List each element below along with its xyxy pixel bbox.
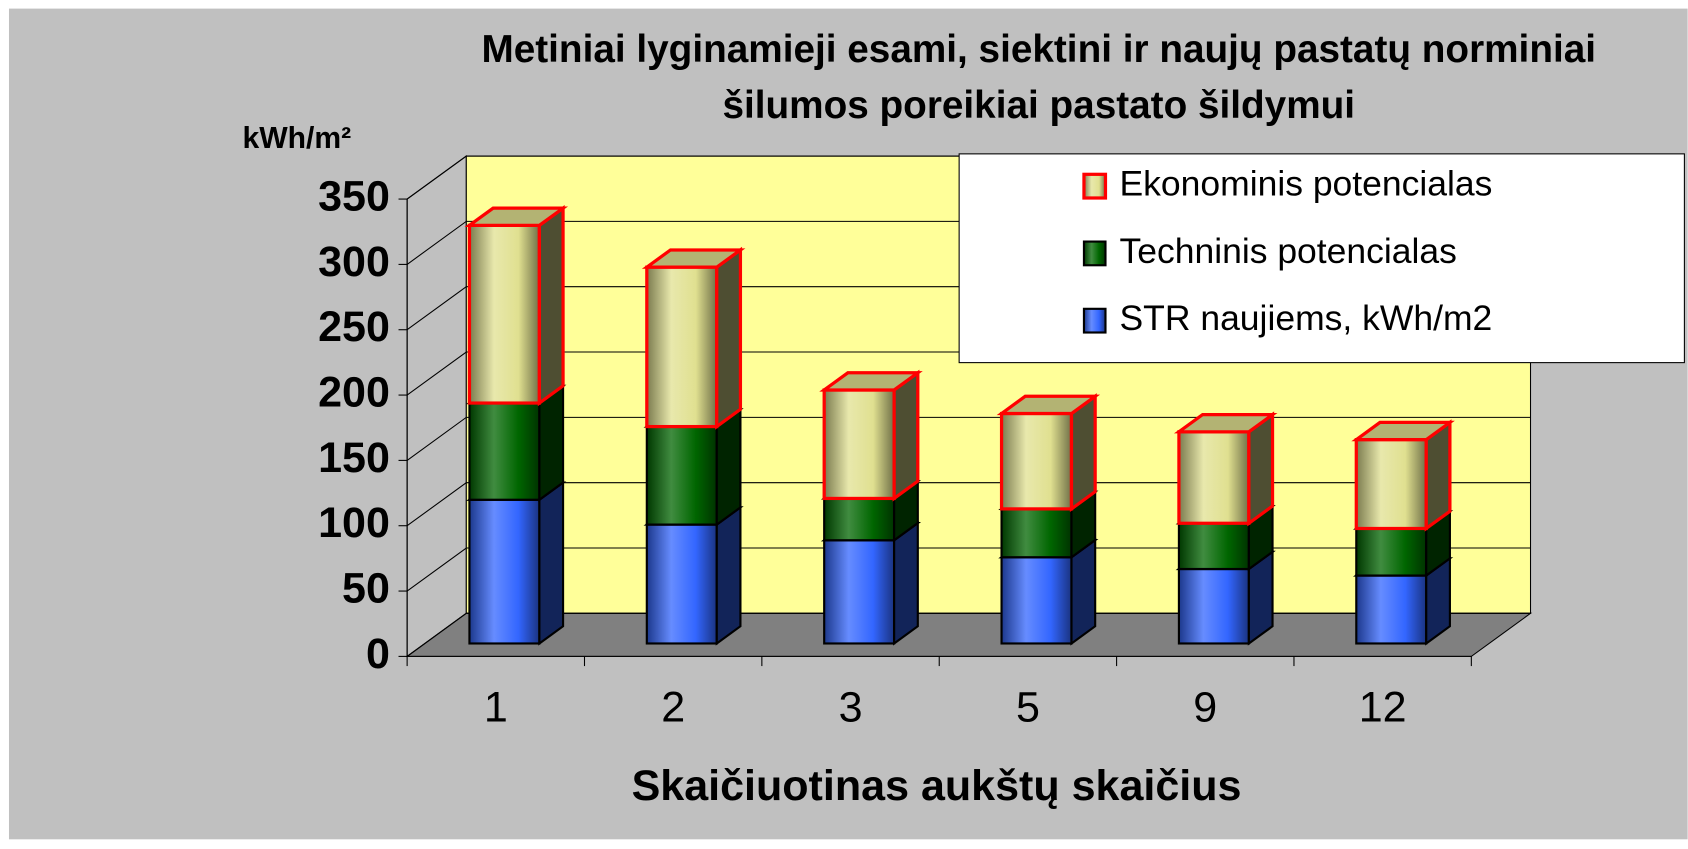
legend-box [958,153,1685,364]
bar-front [999,411,1074,511]
bar-front [645,425,718,526]
bar-segment [1351,419,1455,532]
y-axis-label: kWh/m² [242,122,351,155]
bar-side [715,246,743,430]
x-tick-label: 2 [661,684,685,732]
bar-side [715,505,742,646]
bar-front [645,523,718,645]
grid-line [406,547,1531,592]
chart-title: šilumos poreikiai pastato šildymui [722,84,1355,127]
bar-front [1177,430,1251,525]
y-tick-label: 0 [366,630,390,678]
x-axis-label: Skaičiuotinas aukštų skaičius [632,762,1242,810]
y-tick-label: 100 [318,499,390,547]
bar-front [1177,522,1250,571]
y-tick-label: 200 [318,368,390,416]
bar-segment [1173,411,1278,527]
legend-label: STR naujiems, kWh/m2 [1119,298,1492,338]
bar-front [468,498,541,645]
bar-segment [641,246,746,430]
y-tick-label: 150 [318,434,390,482]
legend-swatch [1082,307,1107,334]
x-tick-label: 1 [484,684,508,732]
bar-segment [996,393,1101,513]
bar-front [1177,567,1250,645]
legend-label: Techninis potencialas [1119,231,1456,271]
y-tick-label: 50 [342,564,390,612]
y-tick-label: 300 [318,238,390,286]
bar-front [823,497,896,542]
bar-segment [466,480,567,646]
bar-top [1173,412,1278,434]
bar-top [464,206,569,227]
bar-side [715,407,742,527]
bar-front [1354,438,1428,531]
bar-top [996,394,1101,416]
bar-front [1355,527,1428,577]
bar-front [1355,574,1428,645]
bar-segment [643,505,744,646]
bar-top [1351,420,1455,442]
bar-segment [819,369,923,502]
bar-top [819,371,923,392]
x-tick-label: 12 [1359,684,1407,732]
grid-line [406,416,1531,461]
x-tick-label: 5 [1016,684,1040,732]
y-tick-label: 350 [318,172,390,220]
bar-top [641,248,746,269]
bar-side [538,383,565,502]
bar-front [645,265,719,429]
grid-line [406,612,1531,657]
bar-side [538,480,565,646]
grid-line [406,482,1531,527]
legend-swatch [1082,240,1107,267]
chart-title: Metiniai lyginamieji esami, siektini ir … [481,28,1596,71]
x-tick-label: 9 [1193,684,1217,732]
x-tick-label: 3 [839,684,863,732]
bar-side [892,369,920,502]
bar-segment [464,204,569,407]
legend-swatch [1082,172,1108,200]
y-tick-label: 250 [318,303,390,351]
bar-front [822,388,896,501]
bar-front [468,401,541,501]
bar-side [1069,393,1097,513]
bar-front [467,223,542,405]
legend-label: Ekonominis potencialas [1119,164,1492,204]
bar-front [1000,507,1073,559]
bar-side [537,204,565,407]
bar-front [823,539,896,645]
left-wall [406,154,467,658]
bar-side [893,520,919,646]
bar-front [1000,556,1073,645]
